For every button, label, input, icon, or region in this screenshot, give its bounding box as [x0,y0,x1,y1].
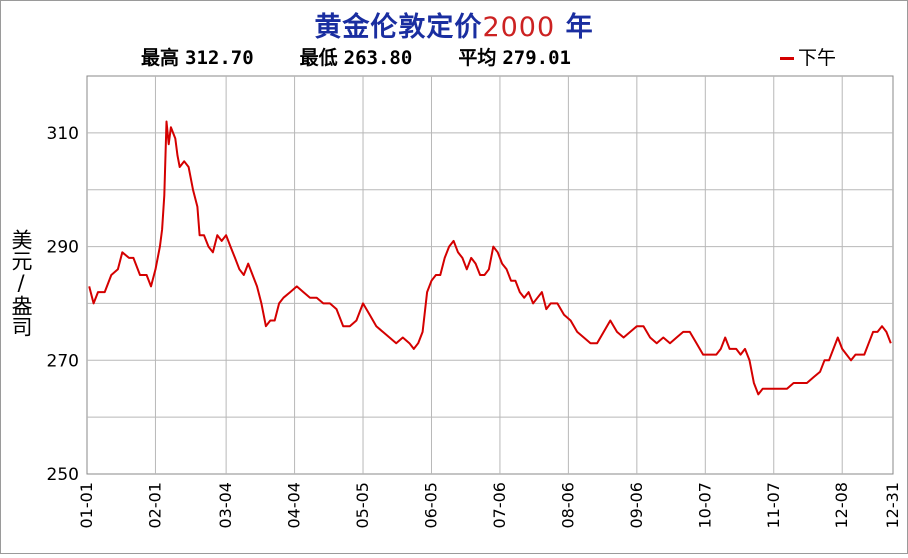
x-tick-label: 03-04 [216,482,235,529]
x-tick-label: 01-01 [77,482,96,529]
chart-title: 黄金伦敦定价2000 年 [1,5,907,44]
x-tick-label: 12-08 [832,482,851,529]
x-tick-label: 05-05 [353,482,372,529]
x-tick-label: 02-01 [145,482,164,529]
stats-row: 最高 312.70 最低 263.80 平均 279.01 [141,43,577,70]
x-tick-label: 07-06 [490,482,509,528]
stat-max-label: 最高 [141,47,180,69]
x-tick-label: 12-31 [883,482,902,529]
legend-label: 下午 [798,47,837,69]
stat-max-value: 312.70 [185,47,254,69]
y-tick-label: 310 [47,124,79,144]
stat-min-label: 最低 [299,47,338,69]
y-tick-label: 270 [47,351,79,371]
stat-min-value: 263.80 [343,47,413,69]
title-main: 黄金伦敦定价 [314,12,483,43]
title-suffix: 年 [565,12,594,43]
plot-area [86,75,894,475]
y-axis-label: 美元/盎司 [9,229,33,337]
x-tick-label: 09-06 [627,482,646,529]
x-tick-label: 04-04 [285,482,304,529]
legend: 下午 [780,43,836,70]
x-tick-label: 06-05 [421,482,440,529]
x-tick-label: 10-07 [695,482,714,529]
legend-swatch [780,57,794,60]
y-tick-label: 250 [47,465,79,485]
x-tick-label: 08-06 [558,482,577,529]
stat-avg-value: 279.01 [502,47,571,69]
y-tick-label: 290 [47,238,79,258]
x-tick-label: 11-07 [764,482,783,529]
stat-avg-label: 平均 [458,47,497,69]
title-year: 2000 [482,12,556,43]
series-line [88,120,892,396]
